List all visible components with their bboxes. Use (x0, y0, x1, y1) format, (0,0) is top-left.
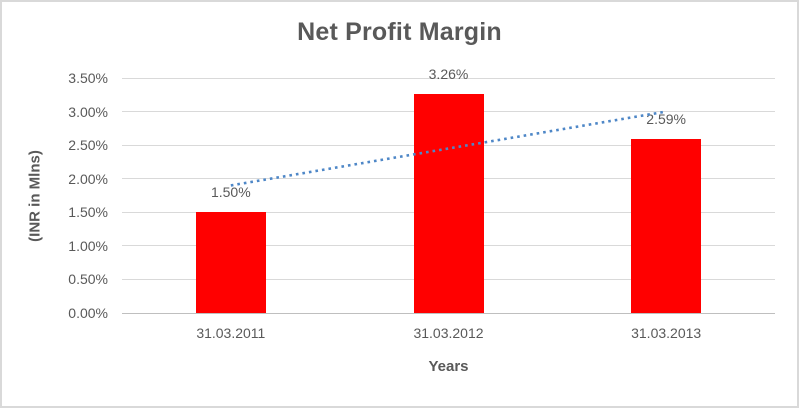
bar-value-label: 1.50% (210, 184, 251, 201)
y-tick-label: 1.00% (68, 237, 108, 254)
y-axis-title-text: (INR in Mlns) (26, 150, 44, 242)
bar-value-label: 3.26% (428, 66, 469, 83)
bar-31.03.2012 (413, 94, 484, 313)
x-axis-title: Years (428, 358, 469, 375)
plot-area: 1.50% 3.26% 2.59% (122, 66, 775, 314)
x-tick-label: 31.03.2011 (196, 325, 266, 341)
chart-title: Net Profit Margin (297, 18, 502, 46)
y-tick-label: 1.50% (68, 204, 108, 221)
x-tick-label: 31.03.2013 (631, 325, 702, 341)
x-axis-line (122, 312, 775, 314)
y-tick-label: 0.00% (68, 305, 108, 321)
x-tick-label: 31.03.2012 (413, 325, 484, 341)
y-tick-label: 3.00% (68, 103, 108, 120)
y-tick-label: 2.50% (68, 137, 108, 154)
y-tick-label: 3.50% (68, 70, 108, 86)
bar-31.03.2013 (631, 139, 702, 313)
y-tick-label: 0.50% (68, 271, 108, 288)
trendline (230, 110, 667, 187)
gridline (122, 77, 775, 79)
bar-31.03.2011 (195, 212, 266, 313)
y-tick-label: 2.00% (68, 170, 108, 187)
trendline-svg (230, 110, 667, 187)
bar-value-label: 2.59% (646, 111, 686, 128)
